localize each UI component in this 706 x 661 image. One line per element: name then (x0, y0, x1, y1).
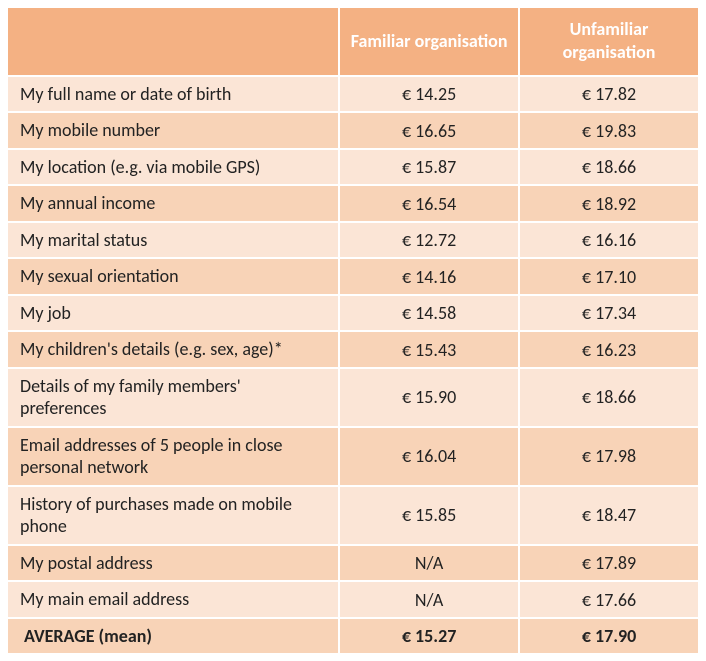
row-unfamiliar-value: € 17.89 (519, 545, 699, 582)
row-familiar-value: € 16.65 (339, 112, 519, 149)
row-familiar-value: € 14.16 (339, 258, 519, 295)
row-label: Details of my family members' preference… (7, 368, 339, 427)
header-empty (7, 7, 339, 76)
row-familiar-value: N/A (339, 545, 519, 582)
table-row: My full name or date of birth€ 14.25€ 17… (7, 76, 699, 113)
table-row: My main email addressN/A€ 17.66 (7, 581, 699, 618)
row-label: My full name or date of birth (7, 76, 339, 113)
row-label: My children's details (e.g. sex, age)* (7, 331, 339, 368)
row-familiar-value: € 14.25 (339, 76, 519, 113)
table-row: My children's details (e.g. sex, age)*€ … (7, 331, 699, 368)
table-row: My location (e.g. via mobile GPS)€ 15.87… (7, 149, 699, 186)
row-familiar-value: € 15.43 (339, 331, 519, 368)
table-row: My sexual orientation€ 14.16€ 17.10 (7, 258, 699, 295)
row-unfamiliar-value: € 16.23 (519, 331, 699, 368)
row-unfamiliar-value: € 18.47 (519, 486, 699, 545)
row-unfamiliar-value: € 16.16 (519, 222, 699, 259)
row-familiar-value: € 14.58 (339, 295, 519, 332)
table-body: My full name or date of birth€ 14.25€ 17… (7, 76, 699, 655)
row-unfamiliar-value: € 18.66 (519, 149, 699, 186)
row-label: Email addresses of 5 people in close per… (7, 427, 339, 486)
row-label: My main email address (7, 581, 339, 618)
average-row: AVERAGE (mean)€ 15.27€ 17.90 (7, 618, 699, 655)
table-row: Details of my family members' preference… (7, 368, 699, 427)
row-familiar-value: € 15.85 (339, 486, 519, 545)
row-label: My annual income (7, 185, 339, 222)
data-table-container: Familiar organisation Unfamiliar organis… (4, 4, 702, 657)
table-row: My annual income€ 16.54€ 18.92 (7, 185, 699, 222)
row-unfamiliar-value: € 17.66 (519, 581, 699, 618)
pricing-table: Familiar organisation Unfamiliar organis… (6, 6, 700, 655)
average-familiar: € 15.27 (339, 618, 519, 655)
table-row: My postal addressN/A€ 17.89 (7, 545, 699, 582)
row-unfamiliar-value: € 18.66 (519, 368, 699, 427)
row-label: My mobile number (7, 112, 339, 149)
row-unfamiliar-value: € 19.83 (519, 112, 699, 149)
row-label: My location (e.g. via mobile GPS) (7, 149, 339, 186)
row-familiar-value: € 16.04 (339, 427, 519, 486)
row-label: My job (7, 295, 339, 332)
average-label: AVERAGE (mean) (7, 618, 339, 655)
row-label: My marital status (7, 222, 339, 259)
row-familiar-value: € 15.90 (339, 368, 519, 427)
table-row: My mobile number€ 16.65€ 19.83 (7, 112, 699, 149)
table-row: Email addresses of 5 people in close per… (7, 427, 699, 486)
average-unfamiliar: € 17.90 (519, 618, 699, 655)
header-familiar: Familiar organisation (339, 7, 519, 76)
row-unfamiliar-value: € 17.82 (519, 76, 699, 113)
table-row: History of purchases made on mobile phon… (7, 486, 699, 545)
row-unfamiliar-value: € 17.34 (519, 295, 699, 332)
row-label: History of purchases made on mobile phon… (7, 486, 339, 545)
row-unfamiliar-value: € 17.10 (519, 258, 699, 295)
row-familiar-value: N/A (339, 581, 519, 618)
row-label: My sexual orientation (7, 258, 339, 295)
table-row: My marital status€ 12.72€ 16.16 (7, 222, 699, 259)
row-unfamiliar-value: € 17.98 (519, 427, 699, 486)
row-familiar-value: € 16.54 (339, 185, 519, 222)
row-familiar-value: € 12.72 (339, 222, 519, 259)
row-familiar-value: € 15.87 (339, 149, 519, 186)
row-unfamiliar-value: € 18.92 (519, 185, 699, 222)
table-header: Familiar organisation Unfamiliar organis… (7, 7, 699, 76)
table-row: My job€ 14.58€ 17.34 (7, 295, 699, 332)
row-label: My postal address (7, 545, 339, 582)
header-unfamiliar: Unfamiliar organisation (519, 7, 699, 76)
